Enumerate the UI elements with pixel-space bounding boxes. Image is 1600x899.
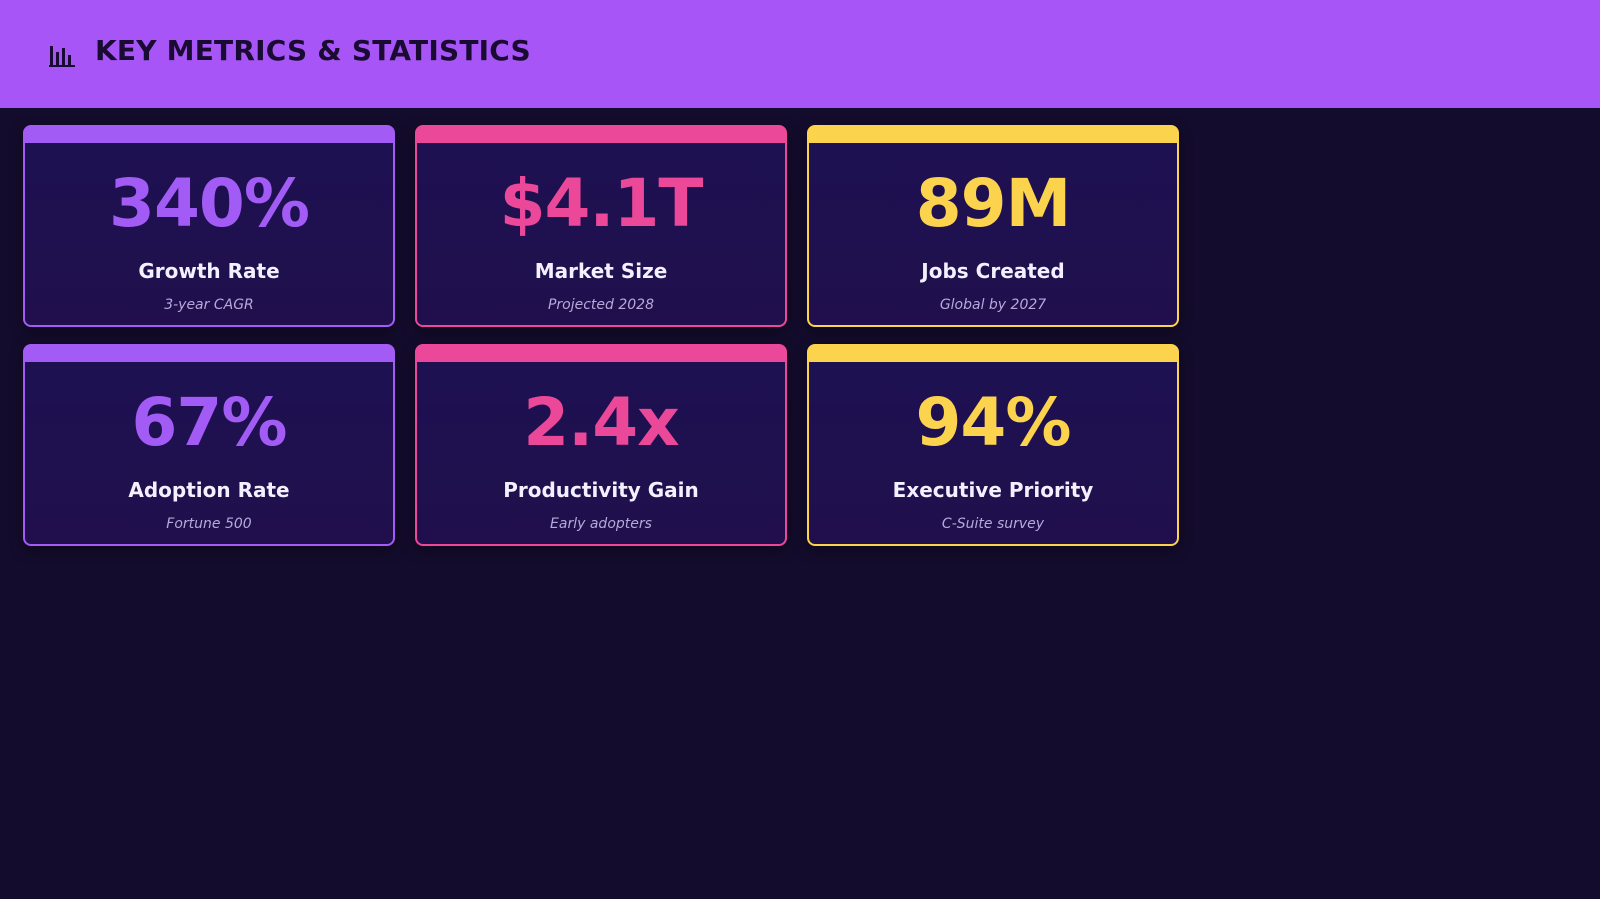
metric-note: Projected 2028 bbox=[547, 297, 655, 313]
metric-label: Jobs Created bbox=[921, 259, 1065, 283]
metric-label: Market Size bbox=[534, 259, 668, 283]
metric-card: $4.1T Market Size Projected 2028 bbox=[415, 125, 787, 327]
metric-value: 340% bbox=[109, 165, 310, 242]
chart-icon bbox=[49, 46, 75, 67]
metric-card: 340% Growth Rate 3-year CAGR bbox=[23, 125, 395, 327]
metric-value: $4.1T bbox=[499, 165, 704, 242]
metric-label: Growth Rate bbox=[138, 259, 280, 283]
metric-label: Productivity Gain bbox=[503, 478, 699, 502]
metric-note: Global by 2027 bbox=[939, 297, 1047, 313]
metric-label: Adoption Rate bbox=[128, 478, 290, 502]
card-grid: 340% Growth Rate 3-year CAGR $4.1T Market Si… bbox=[23, 125, 1179, 546]
metric-value: 67% bbox=[131, 384, 288, 461]
metric-card: 89M Jobs Created Global by 2027 bbox=[807, 125, 1179, 327]
metric-card: 2.4x Productivity Gain Early adopters bbox=[415, 344, 787, 546]
metric-value: 94% bbox=[915, 384, 1072, 461]
metric-label: Executive Priority bbox=[892, 478, 1094, 502]
metric-value: 2.4x bbox=[523, 384, 680, 461]
metric-value: 89M bbox=[915, 165, 1072, 242]
metric-card: 94% Executive Priority C-Suite survey bbox=[807, 344, 1179, 546]
metric-note: C-Suite survey bbox=[941, 516, 1045, 532]
header: KEY METRICS & STATISTICS bbox=[0, 0, 1600, 108]
metric-card: 67% Adoption Rate Fortune 500 bbox=[23, 344, 395, 546]
page-title: KEY METRICS & STATISTICS bbox=[95, 34, 531, 67]
metric-note: 3-year CAGR bbox=[164, 297, 254, 313]
metric-note: Fortune 500 bbox=[166, 516, 252, 532]
metric-note: Early adopters bbox=[550, 516, 652, 532]
